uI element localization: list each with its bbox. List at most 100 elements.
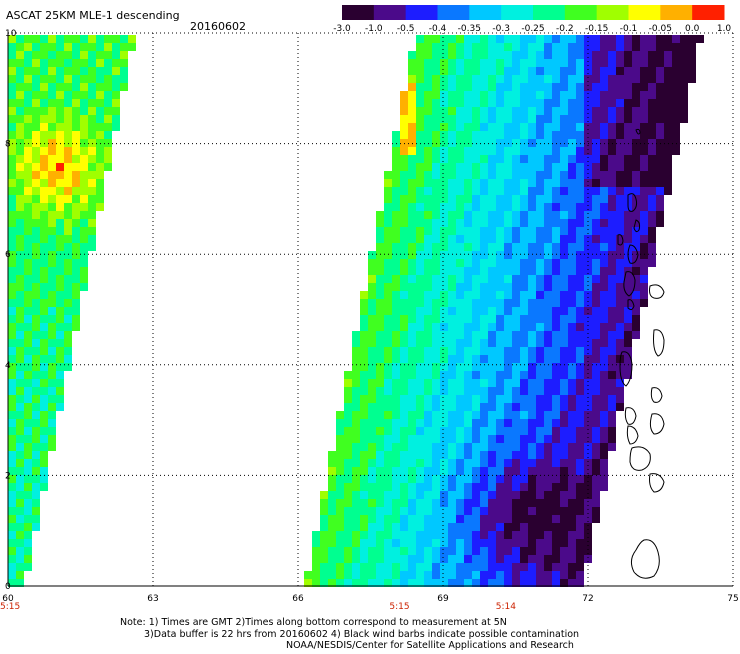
data-cell — [488, 275, 496, 283]
data-cell — [16, 347, 24, 355]
data-cell — [416, 43, 424, 51]
data-cell — [504, 251, 512, 259]
data-cell — [64, 43, 72, 51]
data-cell — [424, 483, 432, 491]
data-cell — [512, 467, 520, 475]
data-cell — [56, 227, 64, 235]
data-cell — [672, 99, 680, 107]
data-cell — [536, 395, 544, 403]
data-cell — [448, 59, 456, 67]
data-cell — [520, 299, 528, 307]
data-cell — [664, 43, 672, 51]
data-cell — [552, 395, 560, 403]
data-cell — [464, 131, 472, 139]
data-cell — [480, 235, 488, 243]
data-cell — [336, 435, 344, 443]
data-cell — [608, 35, 616, 43]
data-cell — [456, 435, 464, 443]
data-cell — [536, 211, 544, 219]
data-cell — [96, 171, 104, 179]
data-cell — [520, 67, 528, 75]
data-cell — [512, 555, 520, 563]
data-cell — [616, 83, 624, 91]
data-cell — [512, 387, 520, 395]
data-cell — [464, 547, 472, 555]
data-cell — [680, 115, 688, 123]
data-cell — [336, 515, 344, 523]
data-cell — [56, 211, 64, 219]
data-cell — [16, 299, 24, 307]
data-cell — [384, 547, 392, 555]
data-cell — [16, 507, 24, 515]
x-axis-ticks: 60 63 66 69 72 75 — [2, 594, 738, 604]
island-outline — [650, 387, 663, 403]
data-cell — [536, 163, 544, 171]
data-cell — [488, 171, 496, 179]
data-cell — [608, 363, 616, 371]
data-cell — [72, 251, 80, 259]
data-cell — [384, 243, 392, 251]
data-cell — [576, 539, 584, 547]
data-cell — [88, 107, 96, 115]
data-cell — [648, 171, 656, 179]
data-cell — [392, 227, 400, 235]
data-cell — [24, 331, 32, 339]
data-cell — [400, 467, 408, 475]
data-cell — [368, 363, 376, 371]
data-cell — [584, 67, 592, 75]
data-cell — [408, 467, 416, 475]
data-cell — [472, 131, 480, 139]
data-cell — [16, 379, 24, 387]
data-cell — [672, 115, 680, 123]
data-cell — [664, 147, 672, 155]
data-cell — [560, 483, 568, 491]
data-cell — [8, 35, 16, 43]
data-cell — [440, 107, 448, 115]
data-cell — [424, 307, 432, 315]
data-cell — [616, 155, 624, 163]
data-cell — [592, 59, 600, 67]
data-cell — [368, 427, 376, 435]
data-cell — [384, 491, 392, 499]
data-cell — [72, 35, 80, 43]
data-cell — [416, 547, 424, 555]
data-cell — [608, 387, 616, 395]
data-cell — [344, 395, 352, 403]
colorbar-label: -0.35 — [458, 24, 481, 34]
data-cell — [464, 299, 472, 307]
data-cell — [488, 523, 496, 531]
data-cell — [496, 187, 504, 195]
data-cell — [376, 411, 384, 419]
data-cell — [616, 43, 624, 51]
data-cell — [536, 467, 544, 475]
data-cell — [608, 219, 616, 227]
data-cell — [504, 131, 512, 139]
data-cell — [416, 83, 424, 91]
data-cell — [408, 283, 416, 291]
data-cell — [464, 291, 472, 299]
data-cell — [544, 331, 552, 339]
data-cell — [80, 131, 88, 139]
data-cell — [96, 179, 104, 187]
data-cell — [464, 171, 472, 179]
data-cell — [392, 403, 400, 411]
data-cell — [568, 203, 576, 211]
data-cell — [456, 195, 464, 203]
data-cell — [496, 99, 504, 107]
data-cell — [40, 51, 48, 59]
data-cell — [600, 419, 608, 427]
data-cell — [376, 507, 384, 515]
data-cell — [336, 427, 344, 435]
data-cell — [544, 507, 552, 515]
data-cell — [392, 419, 400, 427]
data-cell — [16, 195, 24, 203]
data-cell — [512, 67, 520, 75]
data-cell — [600, 387, 608, 395]
data-cell — [440, 139, 448, 147]
data-cell — [448, 43, 456, 51]
data-cell — [32, 243, 40, 251]
data-cell — [528, 291, 536, 299]
data-cell — [384, 179, 392, 187]
data-cell — [568, 467, 576, 475]
data-cell — [8, 155, 16, 163]
